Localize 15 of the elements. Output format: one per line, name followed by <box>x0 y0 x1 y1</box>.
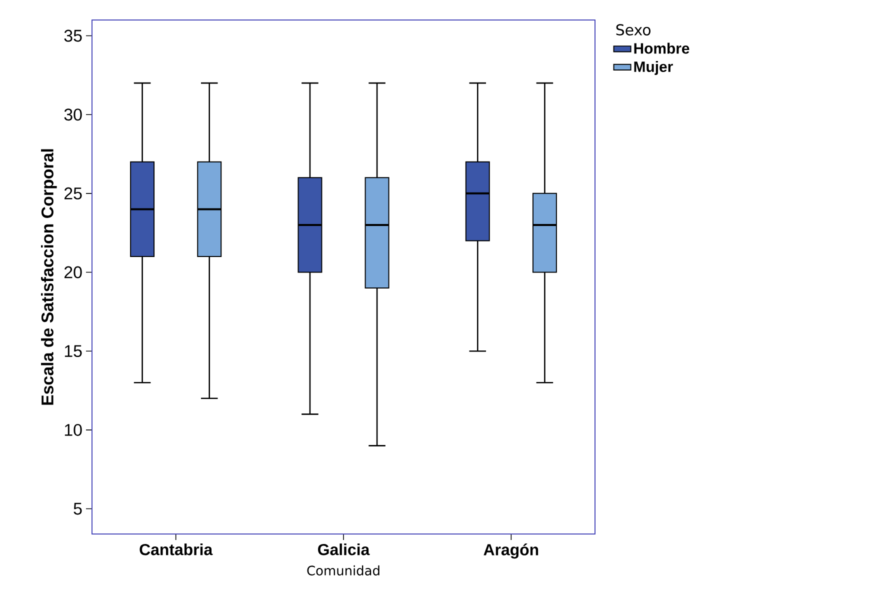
legend-label: Hombre <box>634 42 690 54</box>
y-tick-label: 10 <box>64 424 82 436</box>
y-tick-label: 15 <box>64 345 82 358</box>
legend-label: Mujer <box>634 61 673 75</box>
x-axis-title: Comunidad <box>307 565 380 576</box>
x-tick-label: Aragón <box>484 544 538 559</box>
y-tick-label: 30 <box>64 108 82 121</box>
legend-title: Sexo <box>616 24 650 36</box>
x-tick-label: Cantabria <box>140 544 213 556</box>
y-axis-title: Escala de Satisfaccion Corporal <box>41 149 57 405</box>
x-tick-label: Galicia <box>318 544 370 556</box>
y-tick-label: 25 <box>64 187 82 200</box>
y-tick-label: 35 <box>64 30 82 42</box>
y-tick-label: 20 <box>64 266 82 278</box>
y-tick-label: 5 <box>74 502 82 515</box>
